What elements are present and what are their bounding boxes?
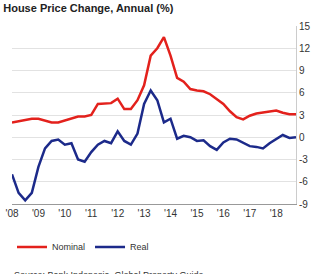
svg-text:'14: '14 bbox=[164, 208, 177, 219]
svg-text:0: 0 bbox=[299, 132, 305, 143]
svg-text:-6: -6 bbox=[299, 176, 308, 187]
svg-text:-9: -9 bbox=[299, 199, 308, 210]
svg-text:'17: '17 bbox=[243, 208, 256, 219]
svg-text:Nominal: Nominal bbox=[52, 242, 85, 252]
svg-text:'09: '09 bbox=[32, 208, 45, 219]
svg-text:15: 15 bbox=[299, 21, 311, 32]
svg-text:3: 3 bbox=[299, 110, 305, 121]
svg-text:'11: '11 bbox=[85, 208, 98, 219]
svg-text:Source: Bank Indonesia, Global: Source: Bank Indonesia, Global Property … bbox=[14, 270, 204, 274]
svg-text:'16: '16 bbox=[217, 208, 230, 219]
svg-text:6: 6 bbox=[299, 87, 305, 98]
svg-text:-3: -3 bbox=[299, 154, 308, 165]
svg-text:Real: Real bbox=[130, 242, 149, 252]
svg-text:'10: '10 bbox=[58, 208, 71, 219]
svg-text:House Price Change, Annual (%): House Price Change, Annual (%) bbox=[3, 2, 173, 14]
svg-text:'08: '08 bbox=[5, 208, 18, 219]
svg-text:'13: '13 bbox=[138, 208, 151, 219]
svg-text:12: 12 bbox=[299, 43, 311, 54]
svg-text:'12: '12 bbox=[111, 208, 124, 219]
svg-text:9: 9 bbox=[299, 65, 305, 76]
svg-text:'15: '15 bbox=[190, 208, 203, 219]
svg-text:'18: '18 bbox=[270, 208, 283, 219]
